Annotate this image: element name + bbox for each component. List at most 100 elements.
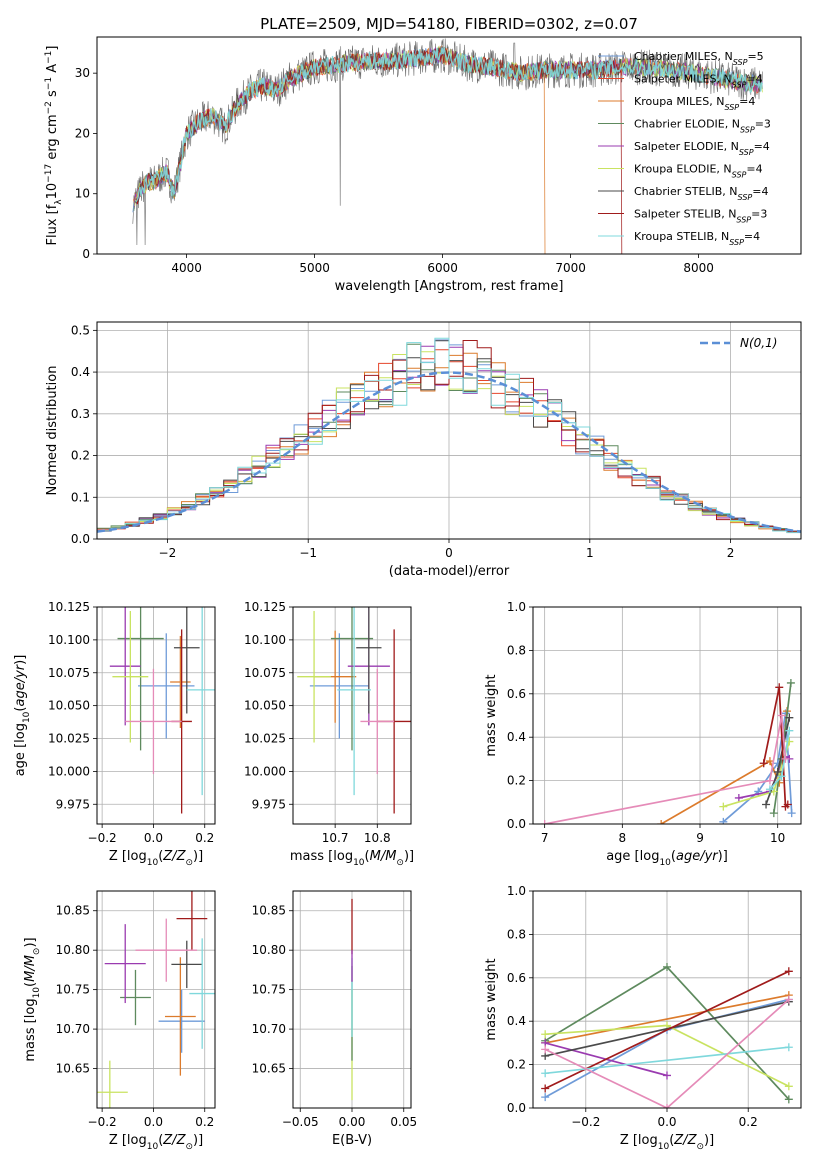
y-axis-label: mass [log10(M/M⊙)] bbox=[23, 937, 42, 1061]
tick-label-y: 0.2 bbox=[507, 1058, 526, 1072]
legend-entry: Salpeter STELIB, NSSP=3 bbox=[634, 208, 767, 225]
legend-value: =4 bbox=[746, 73, 762, 86]
weight-marker bbox=[765, 776, 774, 785]
tick-label-y: 10.70 bbox=[252, 1022, 286, 1036]
x-axis-label: Z [log10(Z/Z⊙)] bbox=[109, 1133, 203, 1152]
tick-label-y: 10.125 bbox=[244, 600, 286, 614]
legend-value: =4 bbox=[754, 140, 770, 153]
label-part: ] bbox=[45, 46, 60, 51]
axes-frame bbox=[96, 606, 216, 825]
tick-label-y: 0.0 bbox=[71, 532, 90, 546]
tick-label-x: 7000 bbox=[555, 261, 586, 275]
weight-marker bbox=[719, 817, 728, 824]
legend-entry: Salpeter ELODIE, NSSP=4 bbox=[634, 140, 770, 157]
weight-line bbox=[545, 1000, 789, 1057]
x-axis-label: E(B-V) bbox=[332, 1133, 372, 1148]
tick-label-y: 10.75 bbox=[252, 983, 286, 997]
tick-label-x: 9 bbox=[696, 831, 704, 845]
legend-name: Chabrier ELODIE, N bbox=[634, 118, 740, 131]
tick-label-y: 10.85 bbox=[56, 904, 90, 918]
tick-label-y: 10.80 bbox=[56, 943, 90, 957]
model-spectrum-line bbox=[135, 47, 764, 203]
weight-plot-area bbox=[541, 962, 793, 1108]
tick-label-x: 0.00 bbox=[339, 1115, 366, 1129]
tick-label-y: 1.0 bbox=[507, 600, 526, 614]
label-part: A bbox=[45, 64, 60, 77]
label-part: ⊙ bbox=[696, 1142, 704, 1152]
tick-label-y: 10.65 bbox=[56, 1062, 90, 1076]
tick-label-x: 5000 bbox=[299, 261, 330, 275]
tick-label-x: 0.0 bbox=[144, 831, 163, 845]
legend-entry: Chabrier STELIB, NSSP=4 bbox=[634, 185, 768, 202]
tick-label-x: −0.05 bbox=[282, 1115, 319, 1129]
weight-marker bbox=[734, 793, 743, 802]
legend-entry: Kroupa MILES, NSSP=4 bbox=[634, 95, 755, 112]
weight-line bbox=[545, 994, 789, 1044]
weight-marker bbox=[663, 1104, 671, 1108]
tick-label-y: 10.125 bbox=[48, 600, 90, 614]
label-part: Z/Z bbox=[162, 1133, 186, 1148]
weight-marker bbox=[541, 1084, 550, 1093]
legend-sub: SSP bbox=[740, 125, 755, 134]
panel-mass_vs_EBV: −0.05 0.00 0.05 10.65 10.70 10.75 10.80 10.85 E(… bbox=[252, 890, 417, 1148]
errorbar-plot-area bbox=[97, 891, 215, 1108]
legend-entry: N(0,1) bbox=[740, 336, 777, 350]
label-part: Z [log bbox=[620, 1133, 658, 1148]
axes-frame bbox=[532, 606, 802, 825]
tick-label-x: 0.0 bbox=[657, 1115, 676, 1129]
observed-spectrum-line bbox=[132, 38, 763, 246]
model-spectrum-line bbox=[135, 47, 623, 254]
label-part: −2 bbox=[44, 101, 54, 114]
y-axis-label: mass weight bbox=[484, 958, 499, 1040]
legend-sub: SSP bbox=[732, 170, 747, 179]
tick-label-y: 0.6 bbox=[507, 687, 526, 701]
tick-label-y: 10.100 bbox=[48, 633, 90, 647]
label-part: Z/Z bbox=[673, 1133, 697, 1148]
x-axis-label: Z [log10(Z/Z⊙)] bbox=[109, 849, 203, 868]
tick-label-x: 7 bbox=[541, 831, 549, 845]
label-part: ( bbox=[23, 982, 38, 987]
tick-label-y: 10.75 bbox=[56, 983, 90, 997]
weight-plot-area bbox=[540, 678, 796, 824]
tick-label-y: 10.70 bbox=[56, 1022, 90, 1036]
tick-label-y: 10.65 bbox=[252, 1062, 286, 1076]
label-part: ( bbox=[158, 849, 163, 864]
y-axis-label: Flux [fλ10−17 erg cm−2 s−1 A−1] bbox=[44, 46, 64, 246]
weight-marker bbox=[777, 772, 786, 781]
weight-marker bbox=[663, 962, 671, 971]
label-part: 10 bbox=[658, 1142, 670, 1152]
label-part: ( bbox=[671, 849, 676, 864]
tick-label-y: 10.80 bbox=[252, 943, 286, 957]
tick-label-x: 10.8 bbox=[364, 831, 391, 845]
label-part: 10 bbox=[147, 858, 159, 868]
legend-name: Chabrier STELIB, N bbox=[634, 185, 738, 198]
errorbar-plot-area bbox=[297, 607, 411, 814]
label-part: −1 bbox=[44, 77, 54, 90]
weight-marker bbox=[785, 713, 794, 722]
legend-sub: SSP bbox=[739, 148, 754, 157]
weight-line bbox=[544, 998, 790, 1108]
tick-label-x: 10.7 bbox=[322, 831, 349, 845]
histogram-step bbox=[97, 337, 801, 535]
tick-label-y: 9.975 bbox=[252, 797, 286, 811]
label-part: )] bbox=[193, 1133, 203, 1148]
label-part: Z [log bbox=[109, 849, 147, 864]
label-part: mass [log bbox=[290, 849, 353, 864]
tick-label-y: 0.1 bbox=[71, 490, 90, 504]
tick-label-y: 1.0 bbox=[507, 884, 526, 898]
panel-weight_vs_Z: −0.2 0.0 0.2 0.0 0.2 0.4 0.6 0.8 1.0 Z [log10(Z/Z… bbox=[484, 884, 802, 1152]
tick-label-y: 10.025 bbox=[244, 732, 286, 746]
weight-marker bbox=[775, 683, 784, 692]
weight-marker bbox=[541, 1069, 550, 1078]
legend-name: Salpeter STELIB, N bbox=[634, 208, 736, 221]
tick-label-x: 0.2 bbox=[195, 1115, 214, 1129]
tick-label-y: 10.100 bbox=[244, 633, 286, 647]
tick-label-x: −0.2 bbox=[88, 1115, 117, 1129]
label-part: mass [log bbox=[23, 998, 38, 1061]
histogram-step bbox=[97, 340, 801, 534]
panel-residuals: −2 −1 0 1 2 0.0 0.1 0.2 0.3 0.4 0.5 (data-model)/er… bbox=[45, 321, 802, 579]
axes-frame bbox=[292, 606, 412, 825]
